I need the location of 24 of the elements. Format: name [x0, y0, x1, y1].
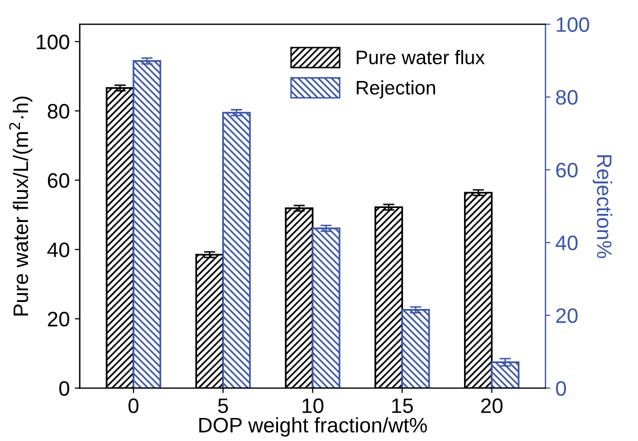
x-tick-label: 20: [481, 398, 503, 414]
legend-label: Rejection: [356, 80, 436, 98]
x-tick-label: 10: [302, 398, 324, 414]
x-tick-label: 15: [392, 398, 413, 414]
y-tick-label: 100: [36, 34, 70, 50]
x-axis-title: DOP weight fraction/wt%: [199, 417, 427, 437]
y-tick-label: 60: [48, 173, 70, 188]
bar: [222, 112, 251, 388]
bar: [490, 361, 520, 388]
y2-tick-label: 40: [556, 236, 578, 250]
y2-tick-label: 100: [556, 17, 590, 32]
y2-tick-label: 0: [556, 381, 566, 396]
x-tick-label: 0: [128, 398, 138, 414]
y2-axis-title: Rejection%: [592, 155, 612, 258]
y2-tick-label: 80: [556, 90, 578, 105]
y2-tick-label: 60: [556, 162, 578, 178]
y-tick-label: 20: [48, 312, 70, 327]
y-tick-label: 80: [48, 104, 70, 119]
y2-tick-label: 20: [556, 308, 578, 324]
y-tick-label: 0: [59, 381, 70, 396]
y-axis-title: Pure water flux/L/(m$^{2}$·h): [9, 96, 32, 316]
x-tick-label: 5: [218, 398, 228, 414]
y-tick-label: 40: [47, 242, 70, 258]
legend-label: Pure water flux: [356, 50, 485, 64]
